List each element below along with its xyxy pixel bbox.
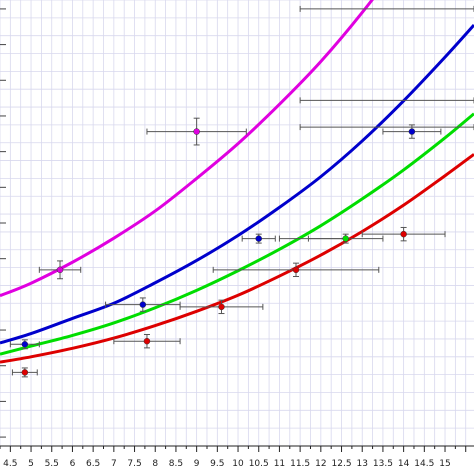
data-point-series-3 (342, 235, 349, 242)
data-point-series-1 (56, 266, 64, 274)
x-tick-label: 8 (152, 459, 158, 469)
x-tick-label: 5 (28, 459, 34, 469)
x-tick-label: 14 (398, 459, 410, 469)
x-tick-label: 12.5 (332, 459, 352, 469)
data-point-series-2 (255, 235, 262, 242)
x-tick-label: 10.5 (249, 459, 269, 469)
x-tick-label: 7 (111, 459, 117, 469)
data-point-series-1 (193, 128, 200, 135)
x-tick-label: 9.5 (210, 459, 224, 469)
grid (0, 0, 474, 447)
x-tick-label: 14.5 (414, 459, 434, 469)
data-points (21, 128, 416, 376)
x-axis (0, 445, 474, 452)
x-tick-label: 4.5 (3, 459, 17, 469)
x-tick-label: 6.5 (86, 459, 100, 469)
x-tick-label: 13 (357, 459, 368, 469)
data-point-series-4 (218, 303, 225, 311)
data-point-series-4 (21, 369, 29, 376)
x-tick-label: 9 (194, 459, 200, 469)
data-point-series-4 (292, 266, 300, 274)
x-tick-label: 12 (315, 459, 326, 469)
data-point-series-4 (143, 337, 151, 345)
x-tick-label: 10 (232, 459, 244, 469)
x-tick-label: 8.5 (169, 459, 183, 469)
x-tick-labels: 4.5 5 5.5 6 6.5 7 7.5 8 8.5 9 9.5 10 10.5 11 11.5 12 12.… (3, 459, 451, 469)
x-tick-label: 6 (70, 459, 76, 469)
x-tick-label: 15 (439, 459, 450, 469)
x-tick-label: 13.5 (373, 459, 393, 469)
x-tick-label: 11 (274, 459, 285, 469)
x-tick-label: 5.5 (45, 459, 59, 469)
data-point-series-4 (400, 230, 407, 238)
data-point-series-2 (21, 341, 29, 348)
fit-curve-4 (0, 153, 474, 364)
x-tick-label: 11.5 (290, 459, 310, 469)
x-tick-label: 7.5 (127, 459, 141, 469)
fit-curve-1 (0, 0, 374, 298)
fit-curve-3 (0, 112, 474, 356)
data-point-series-2 (408, 128, 416, 135)
data-point-series-2 (139, 301, 147, 308)
